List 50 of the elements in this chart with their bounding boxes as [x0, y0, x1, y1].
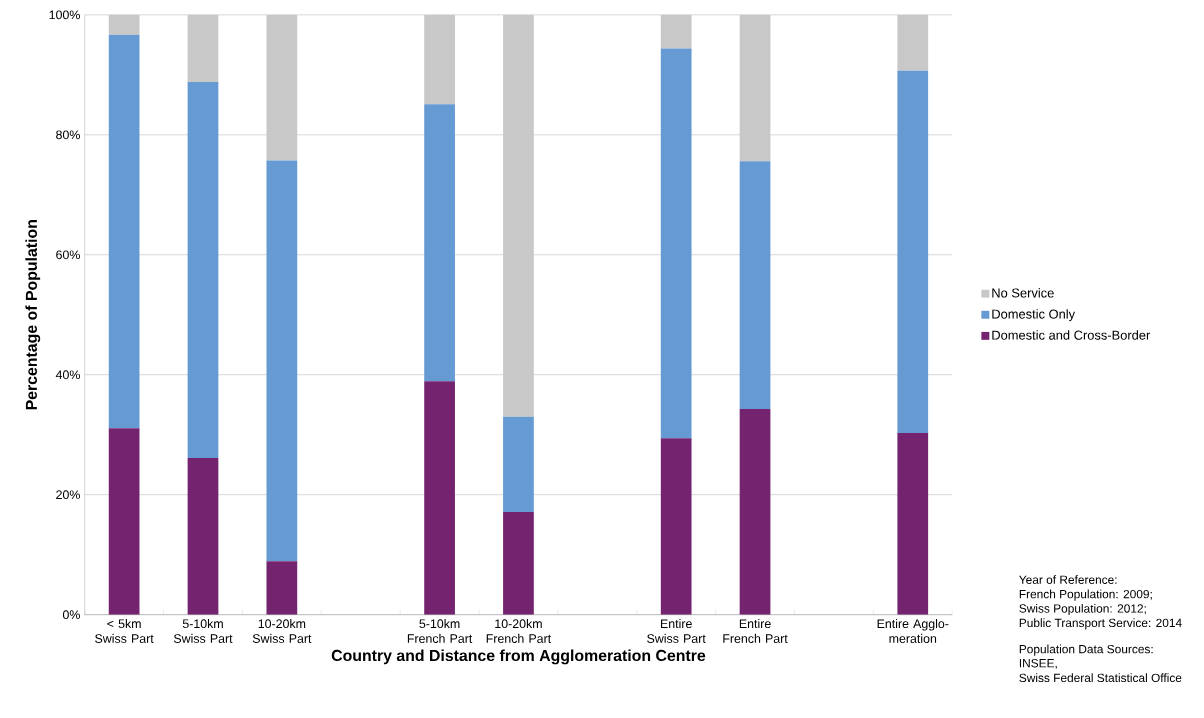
- x-tick-label: 10-20km French Part: [486, 619, 552, 644]
- bar: [187, 82, 219, 459]
- bar: [739, 409, 771, 615]
- bar: [897, 433, 929, 615]
- x-tick-label: 10-20km Swiss Part: [252, 619, 312, 644]
- bar: [897, 70, 929, 434]
- legend-label: Domestic and Cross-Border: [992, 330, 1151, 340]
- bar: [503, 512, 534, 615]
- bar: [424, 14, 455, 105]
- x-tick-label: 5-10km French Part: [407, 619, 473, 644]
- bar: [266, 561, 298, 615]
- x-tick-label: Entire Agglo- meration: [877, 619, 949, 644]
- bar: [503, 14, 534, 417]
- y-tick-label: 0%: [62, 610, 80, 620]
- y-tick-label: 80%: [56, 130, 80, 140]
- bar: [739, 14, 771, 162]
- text: Swiss Federal Statistical Office: [1019, 673, 1182, 683]
- bar: [187, 458, 219, 615]
- y-tick-label: 20%: [56, 490, 80, 500]
- text: Population Data Sources:: [1019, 644, 1153, 656]
- bar: [108, 14, 140, 35]
- legend-label: Domestic Only: [992, 309, 1076, 322]
- x-tick-label: 5-10km Swiss Part: [173, 619, 233, 644]
- bar: [108, 428, 140, 615]
- y-axis-title: Percentage of Population: [25, 220, 41, 410]
- bar: [897, 14, 929, 71]
- bar: [660, 14, 692, 49]
- y-tick-label: 60%: [56, 250, 80, 260]
- legend-label: No Service: [992, 288, 1054, 298]
- x-tick-label: Entire French Part: [723, 619, 788, 644]
- bar: [266, 160, 298, 562]
- bar: [660, 438, 692, 615]
- bar: [424, 381, 455, 615]
- bar: [266, 14, 298, 161]
- x-tick-label: < 5km Swiss Part: [95, 619, 154, 644]
- x-tick-label: Entire Swiss Part: [647, 619, 706, 644]
- text: Swiss Population: 2012;: [1019, 604, 1146, 616]
- bar: [108, 34, 140, 429]
- text: French Population: 2009;: [1019, 589, 1152, 601]
- y-tick-label: 40%: [55, 370, 80, 380]
- text: Year of Reference:: [1019, 575, 1117, 585]
- bar: [503, 416, 534, 513]
- bar: [424, 104, 455, 382]
- text: INSEE,: [1019, 659, 1057, 669]
- bar: [739, 161, 771, 410]
- y-tick-label: 100%: [49, 10, 80, 20]
- text: Public Transport Service: 2014: [1019, 618, 1182, 630]
- x-axis-title: Country and Distance from Agglomeration Centre: [331, 649, 706, 665]
- bar: [187, 14, 219, 83]
- bar: [660, 48, 692, 439]
